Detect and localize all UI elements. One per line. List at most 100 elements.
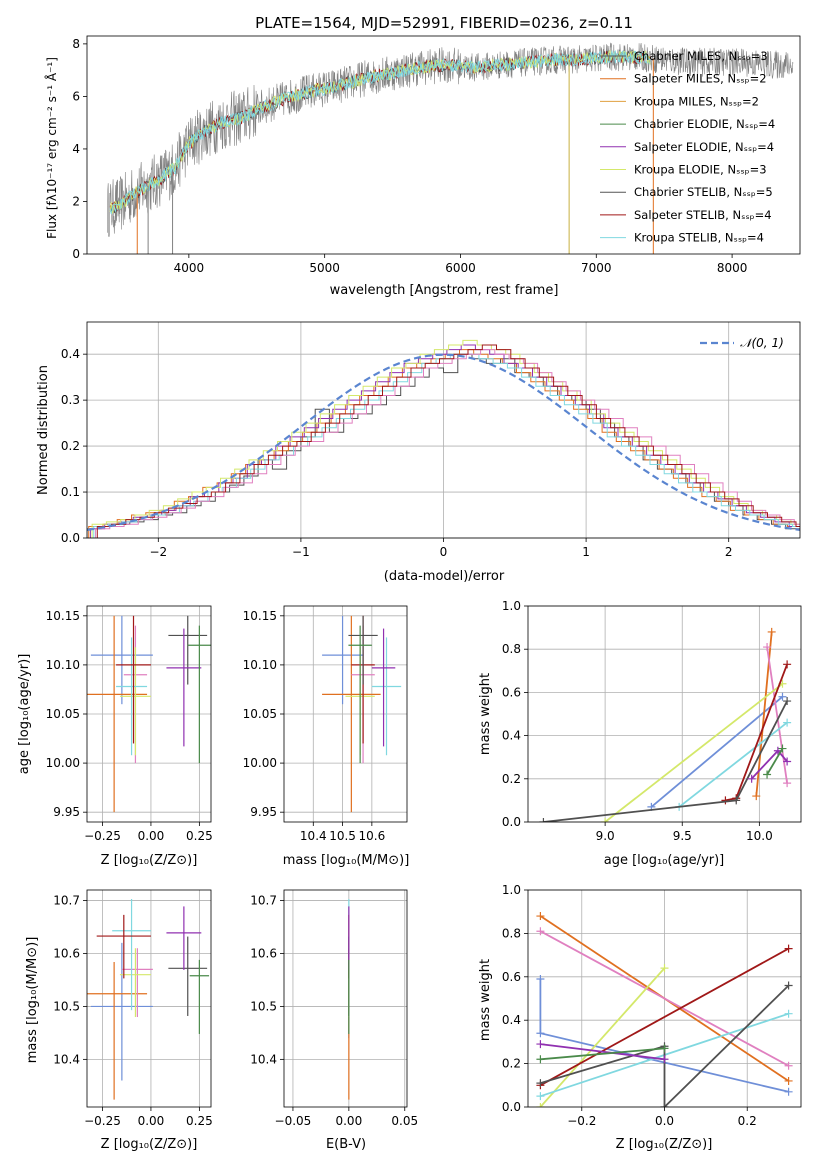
mass-weight-point-marker [660,964,669,973]
y-tick-label: 10.5 [53,999,80,1013]
x-tick-label: −2 [149,545,167,559]
x-tick-label: 0.2 [738,1114,757,1128]
legend-entry: Salpeter STELIB, Nₛₛₚ=4 [634,208,772,222]
legend-entry: Chabrier ELODIE, Nₛₛₚ=4 [634,117,775,131]
y-tick-label: 10.15 [243,609,277,623]
y-tick-label: 10.05 [46,707,80,721]
x-tick-label: 0.05 [391,1114,418,1128]
x-tick-label: 10.6 [358,829,385,843]
y-tick-label: 10.7 [53,894,80,908]
mass-weight-point-marker [539,818,548,822]
mass-weight-point-marker [536,974,545,983]
gaussian-legend-label: 𝒩(0, 1) [740,336,784,350]
mass-weight-point-marker [784,1061,793,1070]
y-tick-label: 6 [72,89,80,103]
y-tick-label: 4 [72,142,80,156]
y-tick-label: 10.10 [243,658,277,672]
y-tick-label: 9.95 [53,805,80,819]
y-tick-label: 2 [72,194,80,208]
x-tick-label: 10.0 [746,829,773,843]
mass-weight-point-marker [721,796,730,805]
y-tick-label: 10.15 [46,609,80,623]
x-tick-label: 10.4 [300,829,327,843]
mass-y-label: mass [log₁₀(M/M⊙)] [25,937,40,1064]
gaussian-reference-line [87,353,800,531]
y-tick-label: 0.8 [502,926,521,940]
x-tick-label: −1 [292,545,310,559]
y-tick-label: 10.4 [250,1052,277,1066]
x-tick-label: 0.00 [138,1114,165,1128]
z-x-label-bottom: Z [log₁₀(Z/Z⊙)] [101,1137,198,1152]
massweight-y-label-top: mass weight [478,673,493,755]
mass-weight-point-marker [536,1092,545,1101]
plot-area [87,339,800,538]
mass-weight-point-marker [752,792,761,801]
legend-entry: Kroupa MILES, Nₛₛₚ=2 [634,94,759,108]
mass-weight-point-marker [536,1103,545,1107]
mass-weight-series-line [604,683,784,822]
y-tick-label: 0.4 [502,729,521,743]
y-tick-label: 0.2 [502,772,521,786]
figure-title: PLATE=1564, MJD=52991, FIBERID=0236, z=0… [255,14,633,32]
y-tick-label: 0.4 [61,347,80,361]
age-vs-z-panel: −0.25 0.00 0.25 9.95 10.00 10.05 10.10 10.15 [46,605,213,843]
mass-weight-point-marker [778,744,787,753]
age-x-label: age [log₁₀(age/yr)] [604,853,725,868]
plot-area [536,912,793,1107]
y-tick-label: 10.05 [243,707,277,721]
plot-area [539,627,792,822]
y-tick-label: 10.00 [243,756,277,770]
mass-weight-point-marker [784,1076,793,1085]
massweight-y-label-bottom: mass weight [478,959,493,1041]
z-x-label-right: Z [log₁₀(Z/Z⊙)] [616,1137,713,1152]
histogram-series-line [96,344,800,538]
plot-area [87,898,210,1100]
mass-vs-z-panel: −0.25 0.00 0.25 10.4 10.5 10.6 10.7 [53,889,213,1128]
ebv-x-label: E(B-V) [326,1137,366,1152]
y-tick-label: 10.4 [53,1052,80,1066]
histogram-series-line [91,339,800,538]
x-tick-label: 0.00 [335,1114,362,1128]
mass-weight-point-marker [763,770,772,779]
mass-weight-point-marker [536,927,545,936]
mass-weight-point-marker [784,944,793,953]
x-tick-label: 9.5 [673,829,692,843]
mass-weight-point-marker [660,1103,669,1107]
model-spectrum-line [109,49,651,215]
flux-y-label: Flux [fλ10⁻¹⁷ erg cm⁻² s⁻¹ Å⁻¹] [44,57,59,239]
mass-weight-series-line [650,696,784,808]
y-tick-label: 0.0 [502,815,521,829]
mass-weight-point-marker [778,692,787,701]
mass-weight-series-line [539,947,790,1087]
y-tick-label: 0.6 [502,685,521,699]
mass-weight-series-line [540,1043,665,1061]
mass-weight-point-marker [536,1040,545,1049]
mass-weight-point-marker [536,912,545,921]
z-x-label-top: Z [log₁₀(Z/Z⊙)] [101,853,198,868]
mass-weight-point-marker [536,1079,545,1088]
plot-area [322,615,402,813]
plot-area [107,42,794,254]
mass-weight-point-marker [536,1055,545,1064]
massweight-vs-z-panel: −0.2 0.0 0.2 0.0 0.2 0.4 0.6 0.8 1.0 [502,883,802,1128]
mass-weight-point-marker [660,1055,669,1064]
histogram-series-line [88,349,800,538]
mass-weight-point-marker [601,818,610,822]
legend-entry: Kroupa STELIB, Nₛₛₚ=4 [634,231,764,245]
y-tick-label: 1.0 [502,883,521,897]
mass-weight-point-marker [783,779,792,788]
mass-weight-point-marker [747,774,756,783]
y-tick-label: 10.6 [250,947,277,961]
mass-weight-point-marker [767,627,776,636]
x-tick-label: −0.05 [275,1114,312,1128]
x-tick-label: 0 [440,545,448,559]
wavelength-x-label: wavelength [Angstrom, rest frame] [330,283,559,298]
x-tick-label: −0.2 [567,1114,596,1128]
x-tick-label: 7000 [581,261,612,275]
y-tick-label: 1.0 [502,599,521,613]
mass-weight-point-marker [536,1029,545,1038]
y-tick-label: 10.6 [53,947,80,961]
x-tick-label: 0.25 [186,1114,213,1128]
x-tick-label: −0.25 [84,1114,121,1128]
